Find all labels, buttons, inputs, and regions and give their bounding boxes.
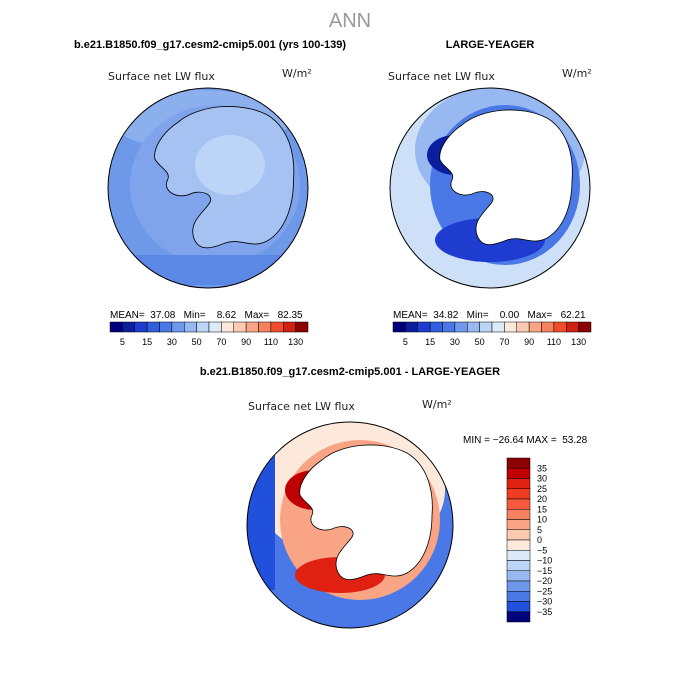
colorbar-box	[258, 321, 272, 333]
colorbar-box	[196, 321, 210, 333]
colorbar-label: 0	[537, 535, 542, 545]
colorbar-label: −35	[537, 607, 552, 617]
colorbar-label: −20	[537, 576, 552, 586]
colorbar-box	[506, 539, 531, 551]
stats: MEAN= 37.08 Min= 8.62 Max= 82.35	[110, 310, 303, 321]
colorbar-box	[122, 321, 135, 333]
panel-header: LARGE-YEAGER	[446, 39, 535, 51]
colorbar-label: −10	[537, 556, 552, 566]
map	[390, 88, 590, 288]
colorbar-box	[506, 570, 531, 582]
colorbar-box	[417, 321, 431, 333]
colorbar-label: 50	[475, 337, 485, 347]
colorbar-label: −30	[537, 597, 552, 607]
colorbar-box	[134, 321, 148, 333]
units: W/m²	[422, 398, 452, 411]
colorbar-box	[221, 321, 234, 333]
colorbar-label: 30	[450, 337, 460, 347]
colorbar-box	[429, 321, 443, 333]
colorbar-box	[295, 321, 309, 333]
colorbar-box	[541, 321, 555, 333]
colorbar-label: 25	[537, 484, 547, 494]
colorbar-label: 10	[537, 515, 547, 525]
colorbar-box	[171, 321, 185, 333]
colorbar-box	[454, 321, 468, 333]
colorbar-box	[566, 321, 579, 333]
colorbar-box	[479, 321, 493, 333]
colorbar-box	[506, 488, 531, 500]
colorbar-box	[442, 321, 456, 333]
colorbar-label: 15	[537, 504, 547, 514]
variable-name: Surface net LW flux	[108, 70, 215, 83]
colorbar-box	[506, 611, 531, 623]
stats: MIN = −26.64 MAX = 53.28	[463, 435, 588, 446]
colorbar-label: 110	[547, 337, 561, 347]
colorbar-box	[506, 580, 531, 592]
colorbar-label: −15	[537, 566, 552, 576]
colorbar-label: 50	[192, 337, 202, 347]
units: W/m²	[562, 67, 592, 80]
variable-name: Surface net LW flux	[248, 400, 355, 413]
variable-name: Surface net LW flux	[388, 70, 495, 83]
colorbar-box	[506, 601, 531, 612]
colorbar-box	[504, 321, 517, 333]
colorbar-box	[245, 321, 259, 333]
colorbar-box	[506, 560, 531, 571]
colorbar-box	[233, 321, 247, 333]
colorbar: 5 15 30 50 70 90 110 130	[109, 321, 309, 347]
colorbar-box	[146, 321, 160, 333]
colorbar-box	[506, 478, 531, 489]
colorbar-label: 30	[537, 474, 547, 484]
colorbar-box	[506, 550, 531, 561]
colorbar-label: 90	[524, 337, 534, 347]
colorbar-label: 35	[537, 463, 547, 473]
stats: MEAN= 34.82 Min= 0.00 Max= 62.21	[393, 310, 586, 321]
colorbar-box	[506, 509, 531, 520]
colorbar-box	[491, 321, 505, 333]
colorbar-box	[405, 321, 418, 333]
panel-header: b.e21.B1850.f09_g17.cesm2-cmip5.001 - LA…	[200, 366, 500, 378]
colorbar-label: 15	[425, 337, 435, 347]
colorbar-label: 90	[241, 337, 251, 347]
colorbar-box	[506, 519, 531, 530]
colorbar-box	[506, 529, 531, 541]
colorbar-box	[553, 321, 567, 333]
colorbar-label: 110	[264, 337, 278, 347]
colorbar-box	[528, 321, 542, 333]
colorbar-box	[109, 321, 123, 333]
colorbar-box	[506, 457, 531, 469]
colorbar-label: −5	[537, 545, 547, 555]
colorbar-box	[270, 321, 284, 333]
colorbar-label: 5	[403, 337, 408, 347]
colorbar-label: 130	[288, 337, 303, 347]
colorbar-box	[506, 591, 531, 602]
colorbar-box	[208, 321, 222, 333]
colorbar-box	[578, 321, 592, 333]
colorbar-label: 5	[537, 525, 542, 535]
colorbar-box	[159, 321, 173, 333]
colorbar-label: 15	[142, 337, 152, 347]
colorbar-label: −25	[537, 586, 552, 596]
colorbar-label: 30	[167, 337, 177, 347]
colorbar-label: 20	[537, 494, 547, 504]
colorbar-box	[506, 468, 531, 479]
colorbar-label: 5	[120, 337, 125, 347]
colorbar-box	[184, 321, 197, 333]
map	[108, 88, 308, 288]
colorbar-label: 70	[499, 337, 509, 347]
colorbar: 5 15 30 50 70 90 110 130	[392, 321, 592, 347]
colorbar-box	[467, 321, 480, 333]
colorbar-label: 70	[216, 337, 226, 347]
colorbar-box	[392, 321, 406, 333]
panel-header: b.e21.B1850.f09_g17.cesm2-cmip5.001 (yrs…	[74, 39, 346, 51]
figure-title: ANN	[329, 10, 371, 32]
units: W/m²	[282, 67, 312, 80]
colorbar-box	[506, 498, 531, 510]
colorbar-box	[516, 321, 530, 333]
colorbar-box	[283, 321, 296, 333]
colorbar-label: 130	[571, 337, 586, 347]
